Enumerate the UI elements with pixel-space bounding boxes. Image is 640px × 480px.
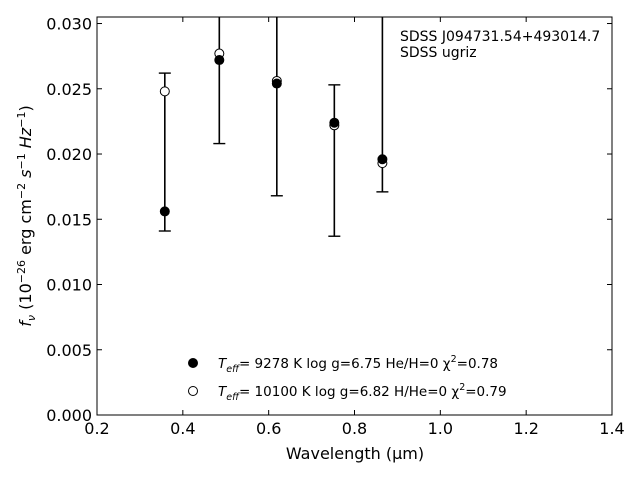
legend-1-sup: 2 — [451, 354, 457, 365]
y-title-hz: Hz — [16, 127, 35, 153]
legend-1-body: = 9278 K log g=6.75 He/H=0 χ — [239, 356, 451, 372]
y-title-open: (10 — [16, 283, 35, 315]
annotation-object-name: SDSS J094731.54+493014.7 — [400, 29, 600, 45]
legend: Teff= 9278 K log g=6.75 He/H=0 χ2=0.78 T… — [188, 354, 507, 403]
point-filled — [377, 154, 388, 165]
y-title-s-exp: −1 — [15, 153, 28, 169]
y-tick-label: 0.030 — [46, 15, 92, 34]
legend-2-body: = 10100 K log g=6.82 H/He=0 χ — [239, 384, 459, 400]
x-axis-title: Wavelength (μm) — [286, 444, 424, 463]
y-title-close: ) — [16, 105, 35, 111]
y-title-nu: ν — [25, 315, 38, 321]
legend-2-t: T — [218, 384, 228, 400]
data-marks — [158, 17, 389, 237]
y-title-erg: erg cm — [16, 199, 35, 260]
y-tick-label: 0.005 — [46, 341, 92, 360]
y-title-exp: −26 — [15, 260, 28, 283]
legend-marker-filled — [188, 358, 198, 368]
axis-ticks: 0.2 0.4 0.6 0.8 1.0 1.2 1.4 0.000 0.005 0.010 0.01… — [46, 15, 625, 438]
y-title-cm-exp: −2 — [15, 183, 28, 199]
x-tick-label: 0.2 — [84, 419, 109, 438]
point-filled — [214, 55, 225, 66]
y-tick-label: 0.010 — [46, 276, 92, 295]
y-tick-label: 0.000 — [46, 406, 92, 425]
legend-1-t: T — [218, 356, 228, 372]
x-tick-label: 0.6 — [256, 419, 281, 438]
x-tick-label: 0.8 — [342, 419, 367, 438]
legend-entry-2: Teff= 10100 K log g=6.82 H/He=0 χ2=0.79 — [218, 382, 507, 403]
legend-marker-open — [188, 386, 198, 396]
point-filled — [159, 206, 170, 217]
x-tick-label: 0.4 — [170, 419, 195, 438]
legend-2-sub: eff — [226, 392, 240, 403]
y-axis-title: fν (10−26 erg cm−2 s−1 Hz−1) — [15, 105, 38, 326]
point-open — [159, 86, 170, 97]
y-title-f: f — [16, 319, 35, 327]
legend-2-sup: 2 — [459, 382, 465, 393]
legend-1-sub: eff — [226, 364, 240, 375]
y-tick-label: 0.020 — [46, 145, 92, 164]
y-title-s: s — [16, 170, 35, 183]
point-filled — [271, 78, 282, 89]
legend-1-tail: =0.78 — [457, 356, 498, 372]
y-tick-label: 0.025 — [46, 80, 92, 99]
x-tick-label: 1.2 — [513, 419, 538, 438]
x-tick-label: 1.0 — [428, 419, 453, 438]
y-title-hz-exp: −1 — [15, 112, 28, 128]
point-filled — [329, 117, 340, 128]
x-tick-label: 1.4 — [599, 419, 624, 438]
y-tick-label: 0.015 — [46, 210, 92, 229]
legend-2-tail: =0.79 — [465, 384, 506, 400]
legend-entry-1: Teff= 9278 K log g=6.75 He/H=0 χ2=0.78 — [218, 354, 498, 375]
annotation-photometry: SDSS ugriz — [400, 45, 477, 61]
plot-frame — [96, 16, 613, 416]
